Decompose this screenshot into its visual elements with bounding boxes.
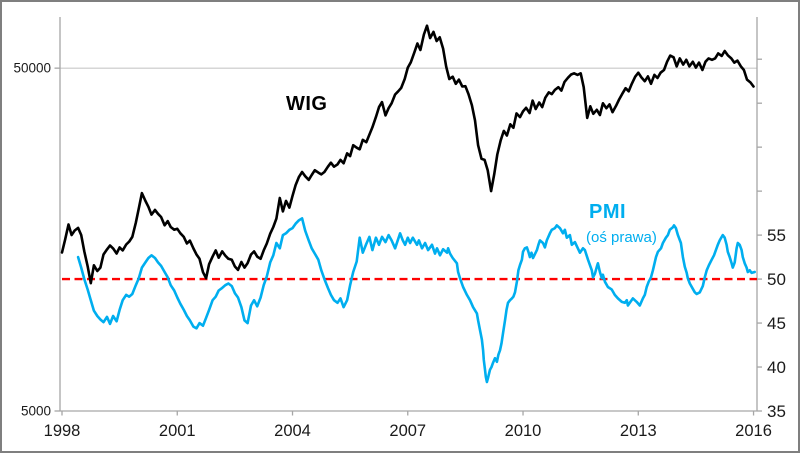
pmi-axis-note: (oś prawa): [586, 229, 657, 246]
x-tick-label: 1998: [44, 422, 81, 440]
x-tick-label: 2004: [274, 422, 311, 440]
right-tick-label: 35: [767, 402, 786, 421]
wig-line: [60, 24, 755, 285]
left-tick-label: 5000: [21, 404, 51, 419]
right-tick-label: 50: [767, 270, 786, 289]
x-tick-label: 2016: [735, 422, 772, 440]
right-tick-label: 40: [767, 358, 786, 377]
x-tick-label: 2001: [159, 422, 196, 440]
x-tick-label: 2010: [505, 422, 542, 440]
right-tick-label: 45: [767, 314, 786, 333]
pmi-line: [76, 217, 756, 384]
left-tick-label: 50000: [13, 61, 51, 76]
x-tick-label: 2013: [620, 422, 657, 440]
wig-series-label: WIG: [286, 93, 328, 115]
pmi-series-label: PMI: [589, 201, 627, 223]
right-tick-label: 55: [767, 226, 786, 245]
x-tick-label: 2007: [389, 422, 426, 440]
